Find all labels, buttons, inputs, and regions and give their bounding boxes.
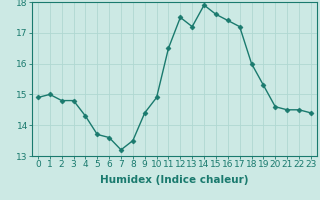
X-axis label: Humidex (Indice chaleur): Humidex (Indice chaleur) bbox=[100, 175, 249, 185]
